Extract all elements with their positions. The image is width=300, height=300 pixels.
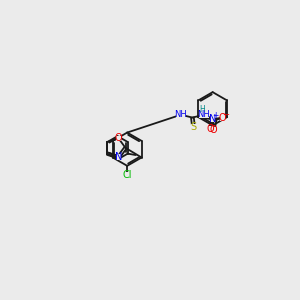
Text: H: H (199, 105, 205, 114)
Text: O: O (218, 112, 226, 122)
Text: NH: NH (198, 110, 210, 119)
FancyBboxPatch shape (116, 136, 121, 141)
FancyBboxPatch shape (208, 126, 214, 132)
FancyBboxPatch shape (220, 115, 225, 121)
Text: −: − (223, 110, 230, 119)
Text: O: O (209, 124, 217, 135)
FancyBboxPatch shape (176, 112, 186, 118)
FancyBboxPatch shape (210, 116, 215, 122)
FancyBboxPatch shape (199, 112, 209, 118)
Text: +: + (213, 111, 219, 120)
Text: NH: NH (175, 110, 187, 119)
Text: O: O (207, 124, 214, 134)
FancyBboxPatch shape (191, 124, 196, 130)
Text: O: O (115, 134, 122, 143)
FancyBboxPatch shape (210, 127, 216, 133)
FancyBboxPatch shape (116, 154, 121, 160)
Text: Cl: Cl (122, 170, 132, 180)
FancyBboxPatch shape (123, 172, 131, 178)
Text: N: N (209, 114, 216, 124)
Text: S: S (190, 122, 196, 132)
Text: N: N (115, 152, 122, 162)
